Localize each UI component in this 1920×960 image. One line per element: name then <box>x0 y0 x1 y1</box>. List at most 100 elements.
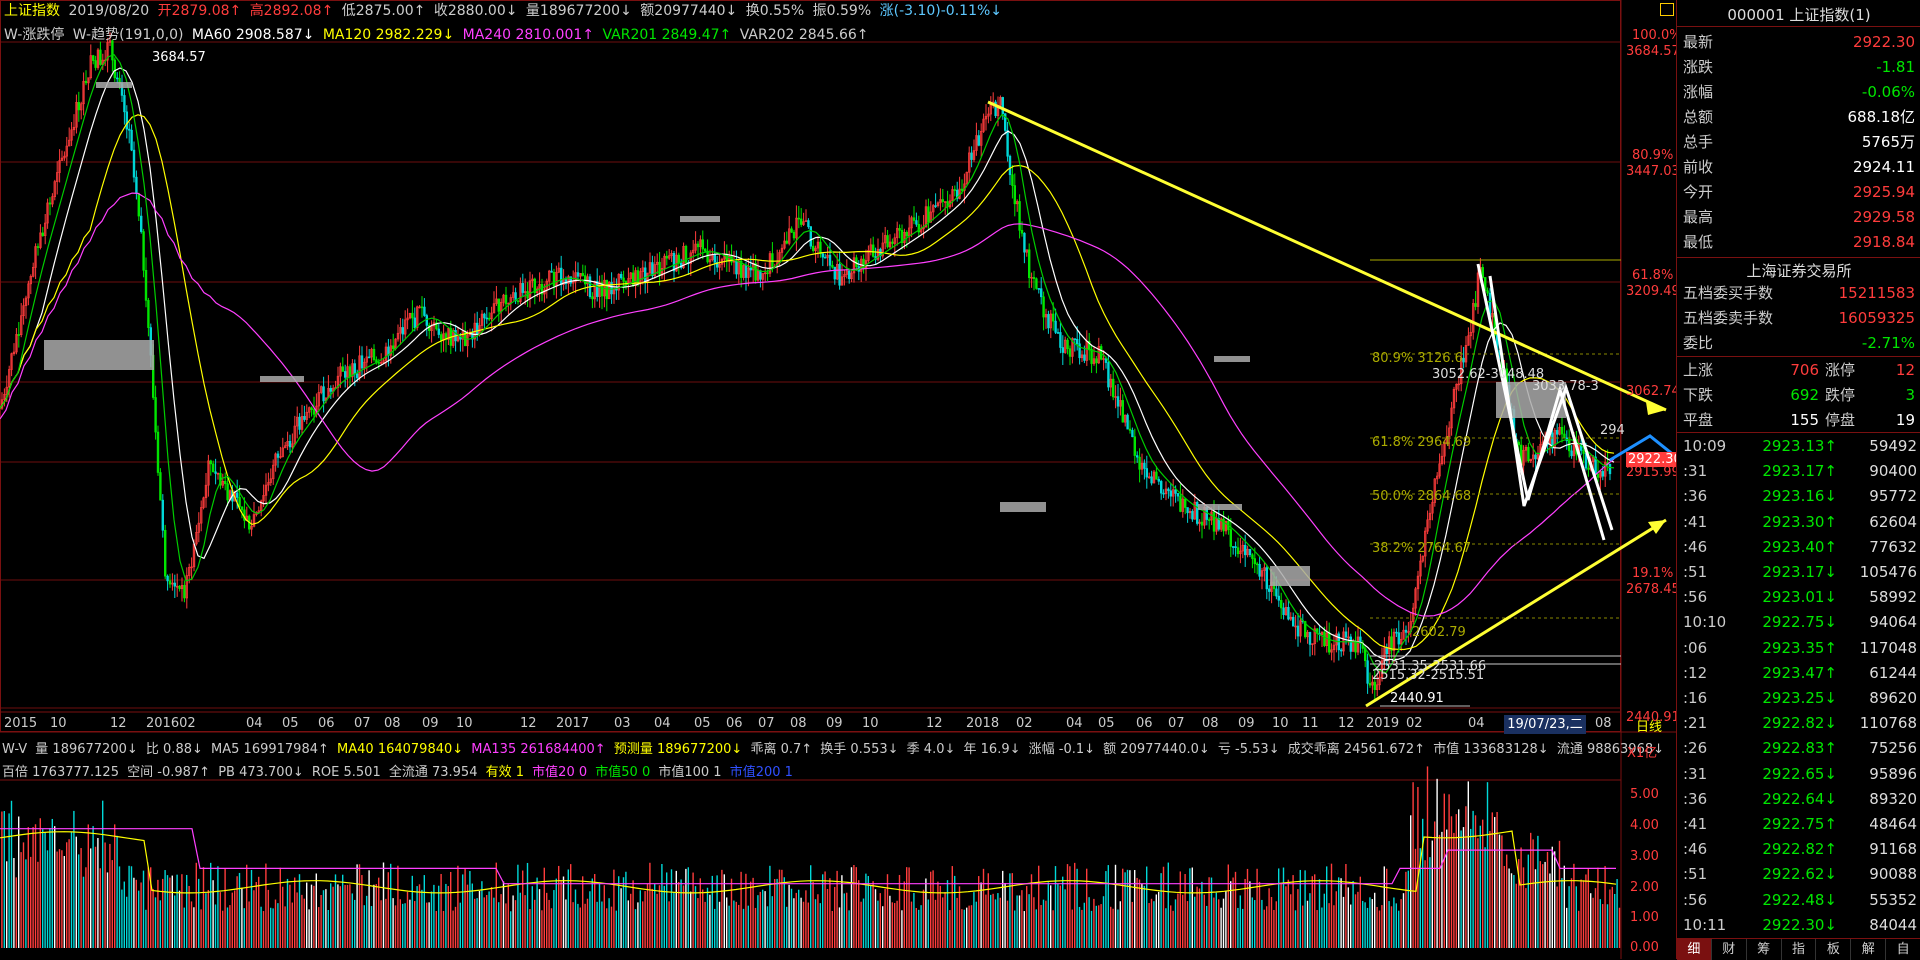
candle-body <box>27 283 30 299</box>
volume-bar <box>30 856 32 948</box>
tick-row[interactable]: :36 2923.16↓ 95772 <box>1677 484 1920 509</box>
tick-volume: 95896 <box>1869 764 1917 783</box>
period-label[interactable]: 日线 <box>1636 720 1663 735</box>
month-tag: 08 <box>1595 716 1612 731</box>
volume-bar <box>982 868 985 948</box>
order-value: -2.71% <box>1861 334 1915 352</box>
volume-bar <box>939 885 941 948</box>
candle-body <box>1188 511 1192 514</box>
volume-bar <box>846 892 848 948</box>
tick-row[interactable]: :56 2923.01↓ 58992 <box>1677 585 1920 610</box>
candle-body <box>1275 588 1278 597</box>
panel-tab[interactable]: 细 <box>1677 939 1712 960</box>
volume-bar <box>10 800 13 948</box>
x-axis-label: 10 <box>456 716 473 731</box>
candle-body <box>634 270 637 286</box>
volume-bar <box>56 851 58 948</box>
tick-row[interactable]: :46 2922.82↑ 91168 <box>1677 837 1920 862</box>
volume-bar <box>152 888 154 948</box>
volume-bar <box>1040 905 1042 948</box>
volume-bar <box>1148 903 1150 948</box>
tick-row[interactable]: :41 2922.75↑ 48464 <box>1677 812 1920 837</box>
volume-bar <box>322 890 325 948</box>
panel-tab[interactable]: 自 <box>1886 939 1920 960</box>
tick-row[interactable]: 10:11 2922.30↓ 84044 <box>1677 913 1920 938</box>
tick-row[interactable]: 10:10 2922.75↓ 94064 <box>1677 610 1920 635</box>
quote-label: 最新 <box>1683 33 1714 51</box>
candle-body <box>1426 519 1429 532</box>
panel-tab[interactable]: 财 <box>1712 939 1747 960</box>
candle-body <box>835 263 839 280</box>
tick-row[interactable]: :21 2922.82↓ 110768 <box>1677 711 1920 736</box>
w-limit-label[interactable]: W-涨跌停 <box>4 27 65 43</box>
w-trend-label[interactable]: W-趋势(191,0,0) <box>72 27 184 43</box>
volume-bar <box>1227 864 1229 948</box>
candle-body <box>1196 501 1199 524</box>
candle-body <box>593 280 597 300</box>
tick-row[interactable]: :56 2922.48↓ 55352 <box>1677 888 1920 913</box>
x-axis-label: 05 <box>282 716 299 731</box>
volume-bar <box>891 902 893 948</box>
volume-bar <box>889 895 891 948</box>
volume-bar <box>1606 904 1609 948</box>
volume-bar <box>1146 866 1148 948</box>
panel-tab[interactable]: 指 <box>1782 939 1817 960</box>
volume-bar <box>954 875 956 948</box>
candle-body <box>212 463 215 473</box>
candle-body <box>418 306 421 309</box>
candle-body <box>1035 278 1038 289</box>
turnover-vol-label: 换手 0.553↓ <box>820 742 899 757</box>
candle-body <box>559 267 563 285</box>
tick-row[interactable]: :31 2923.17↑ 90400 <box>1677 459 1920 484</box>
wv-title[interactable]: W-V <box>2 742 28 757</box>
tick-row[interactable]: :51 2923.17↓ 105476 <box>1677 560 1920 585</box>
tick-row[interactable]: :12 2923.47↑ 61244 <box>1677 661 1920 686</box>
panel-tab[interactable]: 筹 <box>1747 939 1782 960</box>
tick-row[interactable]: 10:09 2923.13↑ 59492 <box>1677 434 1920 459</box>
volume-bar <box>25 859 27 948</box>
tick-row[interactable]: :51 2922.62↓ 90088 <box>1677 862 1920 887</box>
close-label: 收2880.00↓ <box>433 3 518 19</box>
candle-body <box>420 306 424 309</box>
panel-tab[interactable]: 解 <box>1851 939 1887 960</box>
volume-bar <box>807 902 809 948</box>
volume-bar <box>1261 899 1263 948</box>
tick-time: :31 <box>1683 764 1708 783</box>
tick-price: 2922.82↑ <box>1762 840 1837 859</box>
volume-bar <box>1508 868 1510 948</box>
candle-body <box>1107 362 1110 388</box>
candle-body <box>497 298 500 312</box>
candle-body <box>1431 502 1434 514</box>
chart-annotation: 2440.91 <box>1390 691 1444 706</box>
panel-tab[interactable]: 板 <box>1816 939 1852 960</box>
volume-bar <box>1059 885 1061 948</box>
volume-bar <box>1107 865 1109 948</box>
volume-bar <box>241 887 243 948</box>
candle-body <box>1601 471 1605 477</box>
candle-body <box>1532 454 1535 460</box>
loss-label: 亏 -5.53↓ <box>1217 742 1280 757</box>
tick-row[interactable]: :46 2923.40↑ 77632 <box>1677 535 1920 560</box>
tick-row[interactable]: :06 2923.35↑ 117048 <box>1677 636 1920 661</box>
candle-body <box>492 303 496 314</box>
volume-bar <box>416 886 418 948</box>
tick-row[interactable]: :41 2923.30↑ 62604 <box>1677 510 1920 535</box>
volume-bar <box>430 891 433 948</box>
tick-row[interactable]: :26 2922.83↑ 75256 <box>1677 736 1920 761</box>
volume-bar <box>1122 868 1124 948</box>
tick-row[interactable]: :36 2922.64↓ 89320 <box>1677 787 1920 812</box>
volume-bar <box>606 908 608 948</box>
tick-row[interactable]: :31 2922.65↓ 95896 <box>1677 762 1920 787</box>
candle-body <box>1563 433 1566 439</box>
candle-body <box>329 388 332 392</box>
x-axis-label: 12 <box>110 716 127 731</box>
candle-body <box>975 135 978 151</box>
volume-bar <box>1405 871 1407 948</box>
quote-value: -0.06% <box>1861 83 1915 101</box>
candle-body <box>900 230 904 243</box>
volume-bar <box>1191 867 1193 948</box>
tick-row[interactable]: :16 2923.25↓ 89620 <box>1677 686 1920 711</box>
window-toggle-icon[interactable] <box>1660 3 1674 16</box>
quote-row: 今开 2925.94 <box>1679 180 1919 205</box>
